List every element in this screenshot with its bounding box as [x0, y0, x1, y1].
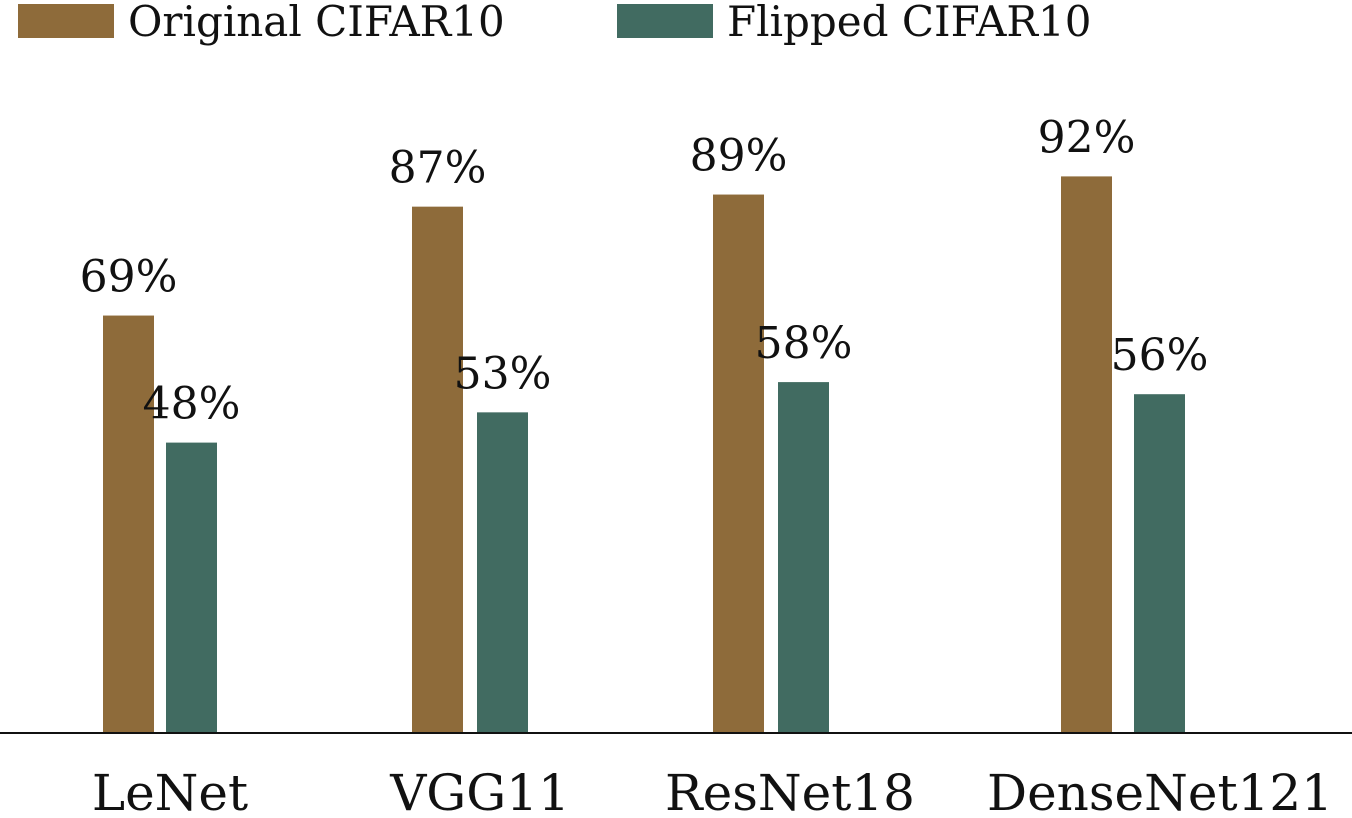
legend: Original CIFAR10 Flipped CIFAR10	[18, 0, 1092, 46]
bar-resnet18-original	[713, 194, 764, 734]
legend-swatch-flipped	[617, 4, 713, 38]
category-label-densenet121: DenseNet121	[987, 764, 1333, 818]
value-label-vgg11-original: 87%	[389, 143, 487, 194]
bar-vgg11-flipped	[477, 412, 528, 733]
category-label-lenet: LeNet	[92, 764, 248, 818]
category-labels-group: LeNet VGG11 ResNet18 DenseNet121	[92, 764, 1333, 818]
legend-label-flipped: Flipped CIFAR10	[727, 0, 1092, 46]
value-label-densenet121-original: 92%	[1038, 112, 1136, 163]
category-label-resnet18: ResNet18	[665, 764, 915, 818]
bar-lenet-flipped	[166, 442, 217, 733]
value-label-vgg11-flipped: 53%	[454, 348, 552, 399]
bar-resnet18-flipped	[778, 382, 829, 733]
value-label-resnet18-flipped: 58%	[755, 318, 853, 369]
value-label-densenet121-flipped: 56%	[1111, 330, 1209, 381]
legend-label-original: Original CIFAR10	[128, 0, 505, 46]
legend-swatch-original	[18, 4, 114, 38]
bar-vgg11-original	[412, 206, 463, 733]
value-label-lenet-original: 69%	[80, 252, 178, 303]
value-label-lenet-flipped: 48%	[143, 379, 241, 430]
bar-densenet121-original	[1061, 176, 1112, 733]
value-labels-group: 69% 87% 89% 92% 48% 53% 58% 56%	[80, 112, 1209, 429]
bar-densenet121-flipped	[1134, 394, 1185, 733]
value-label-resnet18-original: 89%	[690, 131, 788, 182]
bars-group	[103, 176, 1185, 734]
bar-lenet-original	[103, 315, 154, 733]
category-label-vgg11: VGG11	[389, 764, 570, 818]
